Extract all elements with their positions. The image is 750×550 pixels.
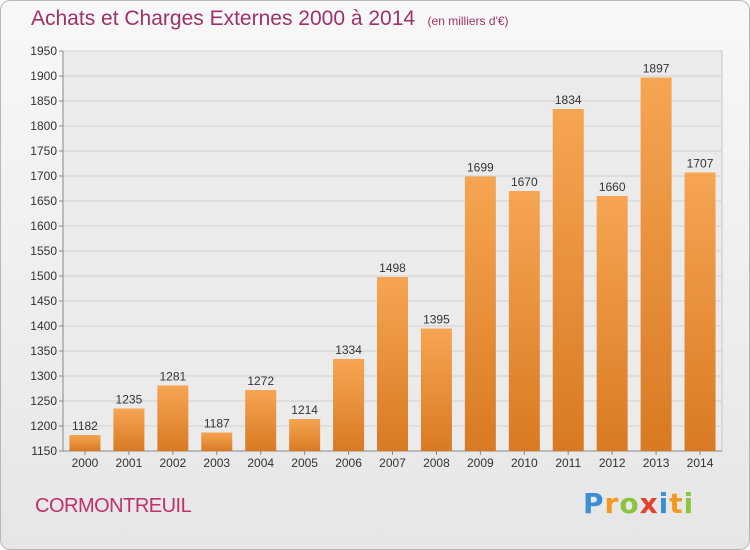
y-tick-label: 1300 — [30, 369, 57, 383]
value-label-2012: 1660 — [599, 180, 626, 194]
bar-2003 — [201, 433, 232, 452]
y-tick-label: 1400 — [30, 319, 57, 333]
x-tick-label-2006: 2006 — [335, 456, 362, 470]
x-tick-label-2005: 2005 — [291, 456, 318, 470]
value-label-2011: 1834 — [555, 93, 582, 107]
bar-2014 — [685, 173, 716, 452]
x-tick-label-2009: 2009 — [467, 456, 494, 470]
value-label-2008: 1395 — [423, 313, 450, 327]
y-tick-label: 1150 — [31, 444, 57, 458]
y-tick-label: 1200 — [30, 419, 57, 433]
value-label-2013: 1897 — [643, 62, 670, 76]
y-tick-label: 1750 — [30, 144, 57, 158]
x-tick-label-2012: 2012 — [599, 456, 626, 470]
x-tick-label-2010: 2010 — [511, 456, 538, 470]
value-label-2006: 1334 — [335, 343, 362, 357]
x-tick-label-2013: 2013 — [643, 456, 670, 470]
x-tick-label-2003: 2003 — [203, 456, 230, 470]
x-tick-label-2000: 2000 — [72, 456, 99, 470]
bar-2001 — [113, 409, 144, 452]
bar-2007 — [377, 277, 408, 451]
proxiti-logo: Proxiti — [583, 487, 694, 520]
bar-chart: 1150 1200 1250 1300 1350 1400 1450 1500 1550 1600… — [1, 1, 750, 550]
bar-2010 — [509, 191, 540, 451]
x-tick-label-2011: 2011 — [555, 456, 581, 470]
y-tick-label: 1350 — [30, 344, 57, 358]
y-tick-label: 1900 — [30, 69, 57, 83]
x-tick-label-2001: 2001 — [116, 456, 143, 470]
bar-2002 — [157, 386, 188, 452]
x-tick-label-2007: 2007 — [379, 456, 406, 470]
y-tick-label: 1700 — [30, 169, 57, 183]
value-label-2002: 1281 — [159, 370, 186, 384]
value-label-2000: 1182 — [72, 419, 98, 433]
bar-2005 — [289, 419, 320, 451]
bar-2011 — [553, 109, 584, 451]
y-tick-label: 1450 — [30, 294, 57, 308]
x-tick-label-2004: 2004 — [247, 456, 274, 470]
bar-2012 — [597, 196, 628, 451]
value-label-2003: 1187 — [204, 417, 230, 431]
y-tick-label: 1250 — [30, 394, 57, 408]
bar-2013 — [641, 78, 672, 452]
chart-frame: Achats et Charges Externes 2000 à 2014 (… — [0, 0, 750, 550]
value-label-2004: 1272 — [247, 374, 274, 388]
bar-2008 — [421, 329, 452, 452]
y-tick-label: 1950 — [30, 44, 57, 58]
value-label-2009: 1699 — [467, 161, 494, 175]
value-label-2005: 1214 — [291, 403, 318, 417]
value-label-2001: 1235 — [116, 393, 143, 407]
bar-2000 — [69, 435, 100, 451]
bar-2009 — [465, 177, 496, 452]
y-tick-label: 1600 — [30, 219, 57, 233]
bar-2006 — [333, 359, 364, 451]
y-tick-label: 1550 — [30, 244, 57, 258]
y-tick-label: 1650 — [30, 194, 57, 208]
x-tick-label-2014: 2014 — [687, 456, 714, 470]
x-tick-label-2002: 2002 — [159, 456, 186, 470]
y-tick-label: 1500 — [30, 269, 57, 283]
y-tick-label: 1800 — [30, 119, 57, 133]
bar-2004 — [245, 390, 276, 451]
y-tick-label: 1850 — [30, 94, 57, 108]
x-tick-label-2008: 2008 — [423, 456, 450, 470]
value-label-2014: 1707 — [687, 157, 714, 171]
city-name: CORMONTREUIL — [35, 495, 191, 518]
value-label-2010: 1670 — [511, 175, 538, 189]
value-label-2007: 1498 — [379, 261, 406, 275]
